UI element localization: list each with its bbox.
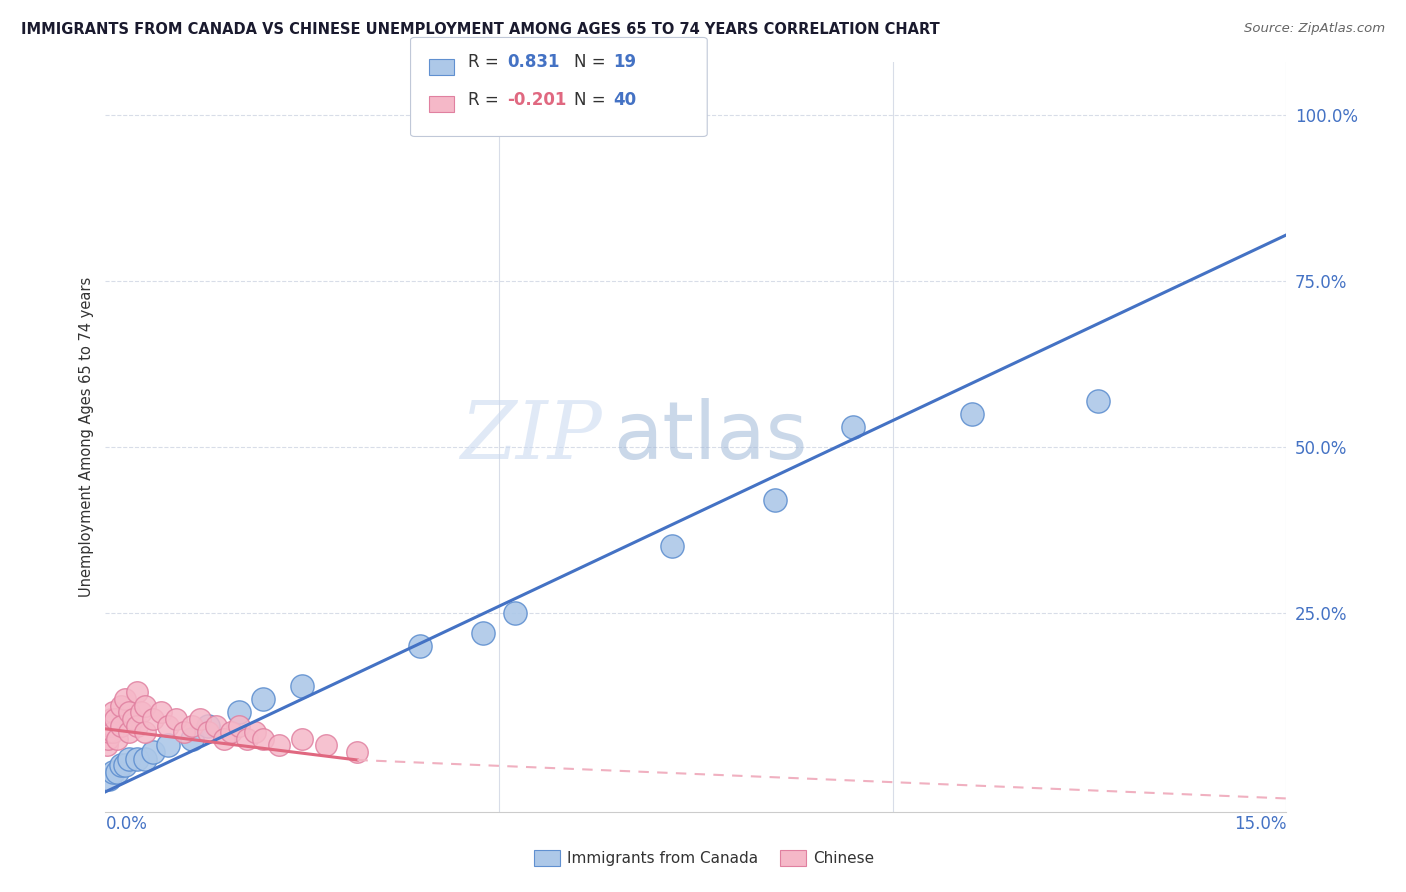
Point — [960, 407, 983, 421]
Point — [96, 739, 118, 753]
Text: -0.201: -0.201 — [508, 91, 567, 109]
Point — [149, 705, 172, 719]
Point — [842, 420, 865, 434]
Point — [134, 698, 156, 713]
Point — [125, 752, 148, 766]
Point — [763, 493, 786, 508]
Point — [114, 758, 136, 772]
Point — [103, 764, 125, 779]
Point — [118, 752, 141, 766]
Point — [503, 606, 526, 620]
Point — [157, 718, 180, 732]
Point — [97, 731, 120, 746]
Point — [98, 718, 121, 732]
Point — [472, 625, 495, 640]
Point — [243, 725, 266, 739]
Point — [122, 712, 145, 726]
Text: N =: N = — [574, 54, 610, 71]
Point — [173, 725, 195, 739]
Text: 19: 19 — [613, 54, 636, 71]
Text: atlas: atlas — [613, 398, 807, 476]
Point — [1087, 393, 1109, 408]
Point — [252, 692, 274, 706]
Point — [125, 685, 148, 699]
Point — [157, 739, 180, 753]
Point — [118, 725, 141, 739]
Point — [142, 712, 165, 726]
Text: N =: N = — [574, 91, 610, 109]
Point — [221, 725, 243, 739]
Point — [315, 739, 337, 753]
Text: 0.0%: 0.0% — [105, 815, 148, 833]
Text: 15.0%: 15.0% — [1234, 815, 1286, 833]
Point — [110, 718, 132, 732]
Point — [134, 725, 156, 739]
Text: R =: R = — [468, 91, 505, 109]
Point — [125, 718, 148, 732]
Point — [103, 725, 125, 739]
Point — [98, 772, 121, 786]
Point — [661, 540, 683, 554]
Point — [228, 705, 250, 719]
Point — [181, 718, 204, 732]
Point — [103, 705, 125, 719]
Point — [100, 718, 122, 732]
Point — [134, 752, 156, 766]
Text: Immigrants from Canada: Immigrants from Canada — [567, 851, 758, 865]
Point — [129, 705, 152, 719]
Text: IMMIGRANTS FROM CANADA VS CHINESE UNEMPLOYMENT AMONG AGES 65 TO 74 YEARS CORRELA: IMMIGRANTS FROM CANADA VS CHINESE UNEMPL… — [21, 22, 939, 37]
Point — [110, 758, 132, 772]
Text: Chinese: Chinese — [813, 851, 873, 865]
Point — [181, 731, 204, 746]
Point — [236, 731, 259, 746]
Point — [118, 705, 141, 719]
Point — [252, 731, 274, 746]
Text: 0.831: 0.831 — [508, 54, 560, 71]
Text: 40: 40 — [613, 91, 636, 109]
Point — [97, 725, 120, 739]
Point — [291, 731, 314, 746]
Point — [228, 718, 250, 732]
Point — [110, 698, 132, 713]
Text: R =: R = — [468, 54, 505, 71]
Point — [105, 764, 128, 779]
Point — [267, 739, 290, 753]
Point — [188, 712, 211, 726]
Point — [100, 712, 122, 726]
Point — [212, 731, 235, 746]
Point — [346, 745, 368, 759]
Point — [197, 725, 219, 739]
Point — [165, 712, 187, 726]
Point — [104, 712, 127, 726]
Point — [114, 692, 136, 706]
Point — [142, 745, 165, 759]
Text: Source: ZipAtlas.com: Source: ZipAtlas.com — [1244, 22, 1385, 36]
Point — [197, 718, 219, 732]
Point — [105, 731, 128, 746]
Point — [291, 679, 314, 693]
Point — [204, 718, 226, 732]
Point — [409, 639, 432, 653]
Text: ZIP: ZIP — [460, 399, 602, 475]
Y-axis label: Unemployment Among Ages 65 to 74 years: Unemployment Among Ages 65 to 74 years — [79, 277, 94, 598]
